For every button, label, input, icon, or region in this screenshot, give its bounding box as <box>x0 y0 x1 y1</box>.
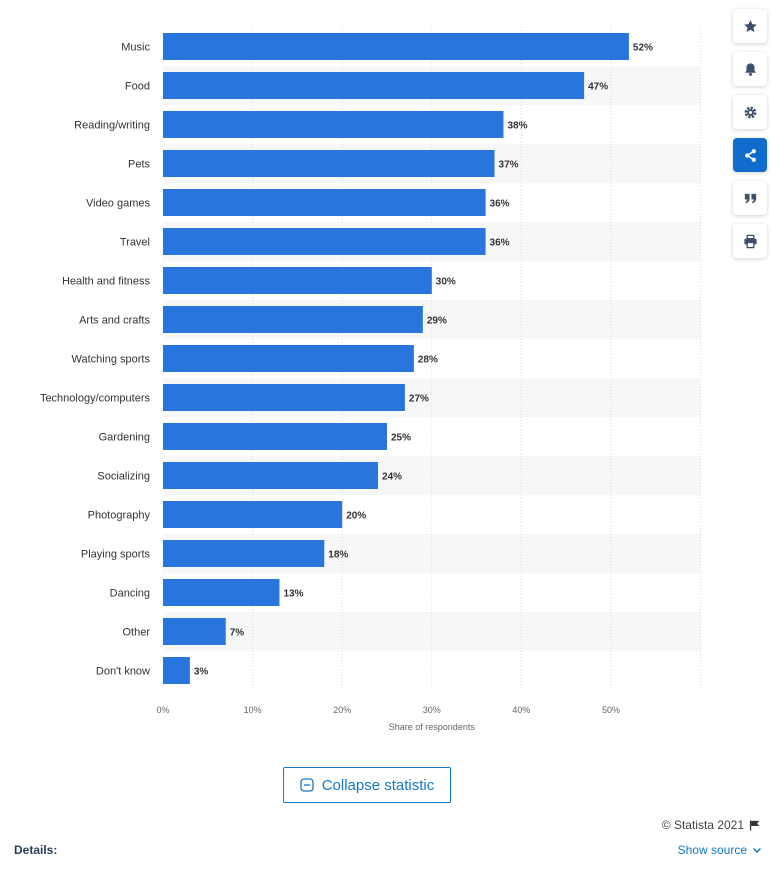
value-label: 28% <box>418 355 438 366</box>
show-source-label: Show source <box>677 843 747 857</box>
gear-icon <box>744 106 756 118</box>
value-label: 36% <box>490 238 510 249</box>
value-label: 13% <box>283 589 303 600</box>
category-label: Technology/computers <box>40 393 151 405</box>
value-label: 38% <box>507 121 527 132</box>
bar-chart: Music 52% Food 47% Reading/writing 38% Pets 37%… <box>40 27 702 732</box>
value-label: 52% <box>633 43 653 54</box>
category-label: Music <box>121 42 150 54</box>
notification-button[interactable] <box>733 52 767 86</box>
bar <box>163 345 414 372</box>
bar <box>163 72 585 99</box>
value-label: 37% <box>499 160 519 171</box>
bar <box>163 189 486 216</box>
category-label: Pets <box>128 159 151 171</box>
bar <box>163 150 495 177</box>
bell-icon <box>744 62 756 76</box>
bar <box>163 579 280 606</box>
minus-circle-icon <box>300 778 314 792</box>
category-label: Food <box>125 81 150 93</box>
chart-toolbar <box>733 9 767 267</box>
value-label: 29% <box>427 316 447 327</box>
x-tick-label: 10% <box>244 705 262 715</box>
x-tick-label: 20% <box>333 705 351 715</box>
star-icon <box>743 19 757 32</box>
copyright-notice: © Statista 2021 <box>662 818 760 832</box>
show-source-link[interactable]: Show source <box>678 843 762 857</box>
value-label: 27% <box>409 394 429 405</box>
category-label: Arts and crafts <box>79 315 150 327</box>
bar <box>163 384 405 411</box>
share-button[interactable] <box>733 138 767 172</box>
copyright-text: © Statista 2021 <box>661 818 744 832</box>
quote-icon <box>744 193 756 203</box>
settings-button[interactable] <box>733 95 767 129</box>
category-label: Dancing <box>110 588 150 600</box>
category-label: Health and fitness <box>62 276 151 288</box>
value-label: 20% <box>346 511 366 522</box>
category-label: Gardening <box>99 432 150 444</box>
cite-button[interactable] <box>733 181 767 215</box>
bar <box>163 501 343 528</box>
category-label: Don't know <box>96 666 150 678</box>
category-label: Reading/writing <box>74 120 150 132</box>
value-label: 18% <box>328 550 348 561</box>
bar <box>163 657 190 684</box>
bar <box>163 306 423 333</box>
category-label: Photography <box>88 510 151 522</box>
value-label: 30% <box>436 277 456 288</box>
favorite-button[interactable] <box>733 9 767 43</box>
category-label: Playing sports <box>81 549 151 561</box>
bar <box>163 462 379 489</box>
x-tick-label: 40% <box>512 705 530 715</box>
bar <box>163 423 387 450</box>
x-axis-title: Share of respondents <box>389 722 476 732</box>
collapse-statistic-button[interactable]: Collapse statistic <box>283 767 451 803</box>
x-tick-label: 30% <box>423 705 441 715</box>
chevron-down-icon <box>752 847 762 854</box>
value-label: 24% <box>382 472 402 483</box>
value-label: 36% <box>490 199 510 210</box>
category-label: Socializing <box>97 471 150 483</box>
value-label: 3% <box>194 667 209 678</box>
x-tick-label: 50% <box>602 705 620 715</box>
value-label: 7% <box>230 628 245 639</box>
category-label: Travel <box>120 237 150 249</box>
print-button[interactable] <box>733 224 767 258</box>
value-label: 47% <box>588 82 608 93</box>
category-label: Other <box>122 627 150 639</box>
flag-icon[interactable] <box>749 819 760 831</box>
bar <box>163 267 432 294</box>
share-icon <box>744 148 756 162</box>
x-tick-label: 0% <box>156 705 169 715</box>
bar <box>163 540 325 567</box>
bar <box>163 33 629 60</box>
category-label: Video games <box>86 198 151 210</box>
bar <box>163 618 226 645</box>
category-label: Watching sports <box>72 354 151 366</box>
print-icon <box>743 234 757 248</box>
bar <box>163 228 486 255</box>
collapse-statistic-label: Collapse statistic <box>321 776 435 794</box>
value-label: 25% <box>391 433 411 444</box>
bar <box>163 111 504 138</box>
details-label: Details: <box>14 843 58 857</box>
